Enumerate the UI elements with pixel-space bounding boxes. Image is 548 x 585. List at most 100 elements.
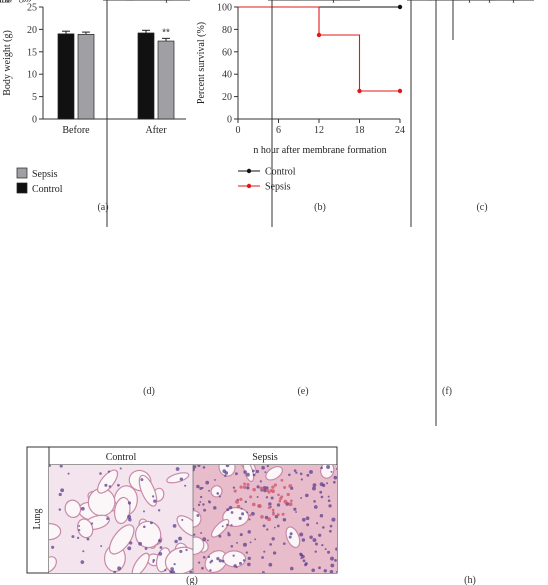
panel-d-y-tick-label: 100	[86, 0, 101, 3]
panel-b-x-axis-label: n hour after membrane formation	[253, 145, 386, 156]
nucleus	[293, 507, 297, 511]
red-blood-cell	[283, 486, 287, 490]
red-blood-cell	[277, 493, 280, 497]
red-blood-cell	[288, 484, 293, 488]
panel-a-bar-after-control	[137, 32, 155, 120]
nucleus	[300, 497, 303, 499]
nucleus	[214, 478, 216, 481]
nucleus	[309, 470, 313, 474]
panel-c-x-tick-label: Control	[460, 0, 491, 3]
nucleus	[333, 480, 336, 484]
nucleus	[193, 507, 195, 511]
nucleus	[314, 550, 317, 553]
nucleus	[175, 467, 180, 471]
nucleus	[142, 510, 145, 513]
red-blood-cell	[290, 499, 293, 503]
nucleus	[306, 473, 310, 477]
panel-h-x-tick-label: Sepsis	[478, 0, 504, 3]
nucleus	[99, 472, 102, 475]
red-blood-cell	[281, 512, 285, 516]
panel-a-y-tick-label: 25	[27, 3, 37, 14]
nucleus	[249, 541, 252, 544]
nucleus	[312, 538, 317, 542]
nucleus	[299, 532, 304, 537]
panel-a-legend-label-control: Control	[32, 184, 63, 195]
panel-b-y-tick-label: 20	[222, 92, 232, 103]
nucleus	[209, 561, 212, 564]
panel-c-significance: *	[513, 0, 517, 3]
panel-b-legend-label-sepsis: Sepsis	[265, 182, 291, 193]
red-blood-cell	[259, 486, 263, 490]
nucleus	[59, 465, 63, 468]
nucleus	[329, 569, 334, 573]
nucleus	[309, 535, 313, 540]
panel-e-y-tick-label: 300	[251, 0, 266, 3]
nucleus	[202, 556, 206, 559]
panel-a-y-tick-label: 20	[27, 25, 37, 36]
nucleus	[268, 562, 273, 567]
nucleus	[311, 486, 316, 491]
nucleus	[228, 505, 233, 510]
nucleus	[152, 558, 156, 562]
panel-d-y-tick-label: 0	[96, 0, 101, 3]
nucleus	[196, 514, 200, 517]
panel-label-b: (b)	[314, 202, 326, 213]
nucleus	[82, 550, 85, 553]
nucleus	[251, 511, 255, 516]
histology-row-label: Lung	[32, 508, 43, 529]
nucleus	[201, 566, 204, 570]
nucleus	[256, 496, 259, 498]
panel-b-x-tick-label: 24	[395, 125, 405, 136]
nucleus	[218, 495, 221, 498]
nucleus	[80, 560, 85, 564]
alveolus	[210, 518, 230, 538]
panel-b-series-sepsis	[238, 6, 400, 92]
nucleus	[216, 492, 220, 495]
panel-d-x-tick-label: Control	[115, 0, 146, 3]
alveolus	[265, 466, 283, 481]
nucleus	[247, 556, 251, 560]
nucleus	[318, 566, 321, 570]
nucleus	[299, 472, 303, 476]
nucleus	[259, 480, 262, 483]
panel-c-y-tick-label: 4	[442, 0, 447, 3]
panel-b-legend-label-control: Control	[265, 167, 296, 178]
nucleus	[127, 514, 132, 519]
histology-column-control: Control	[106, 452, 137, 463]
alveolus	[108, 524, 135, 555]
nucleus	[316, 522, 319, 525]
nucleus	[305, 516, 310, 521]
nucleus	[58, 492, 62, 497]
nucleus	[227, 533, 231, 537]
panel-d-tnf-alpha: 050100150200TNF-α (pg/mL)Control****Seps…	[0, 0, 190, 397]
nucleus	[238, 561, 242, 565]
nucleus	[129, 541, 133, 545]
nucleus	[143, 525, 146, 529]
nucleus	[329, 529, 332, 533]
red-blood-cell	[271, 512, 275, 516]
nucleus	[330, 563, 335, 568]
alveolus	[164, 546, 193, 573]
alveolus	[285, 526, 301, 549]
panel-a-y-tick-label: 15	[27, 47, 37, 58]
panel-d-y-tick-label: 150	[86, 0, 101, 3]
panel-b-x-tick-label: 6	[276, 125, 281, 136]
red-blood-cell	[265, 488, 270, 493]
alveolus	[113, 496, 131, 525]
nucleus	[157, 509, 161, 512]
panel-a-legend-swatch-control	[16, 182, 28, 194]
red-blood-cell	[242, 485, 247, 490]
nucleus	[326, 465, 331, 470]
alveolus	[64, 499, 82, 519]
alveolus	[76, 518, 94, 539]
panel-e-significance: ****	[327, 0, 343, 3]
alveolus	[166, 472, 190, 484]
red-blood-cell	[236, 504, 241, 509]
nucleus	[327, 495, 330, 498]
nucleus	[213, 506, 217, 510]
nucleus	[321, 543, 324, 547]
panel-a-legend-swatch-sepsis	[16, 167, 28, 179]
red-blood-cell	[288, 502, 293, 507]
panel-h-y-tick-label: 5	[425, 0, 430, 3]
panel-h-y-axis-label: Lung injury score	[0, 0, 36, 3]
